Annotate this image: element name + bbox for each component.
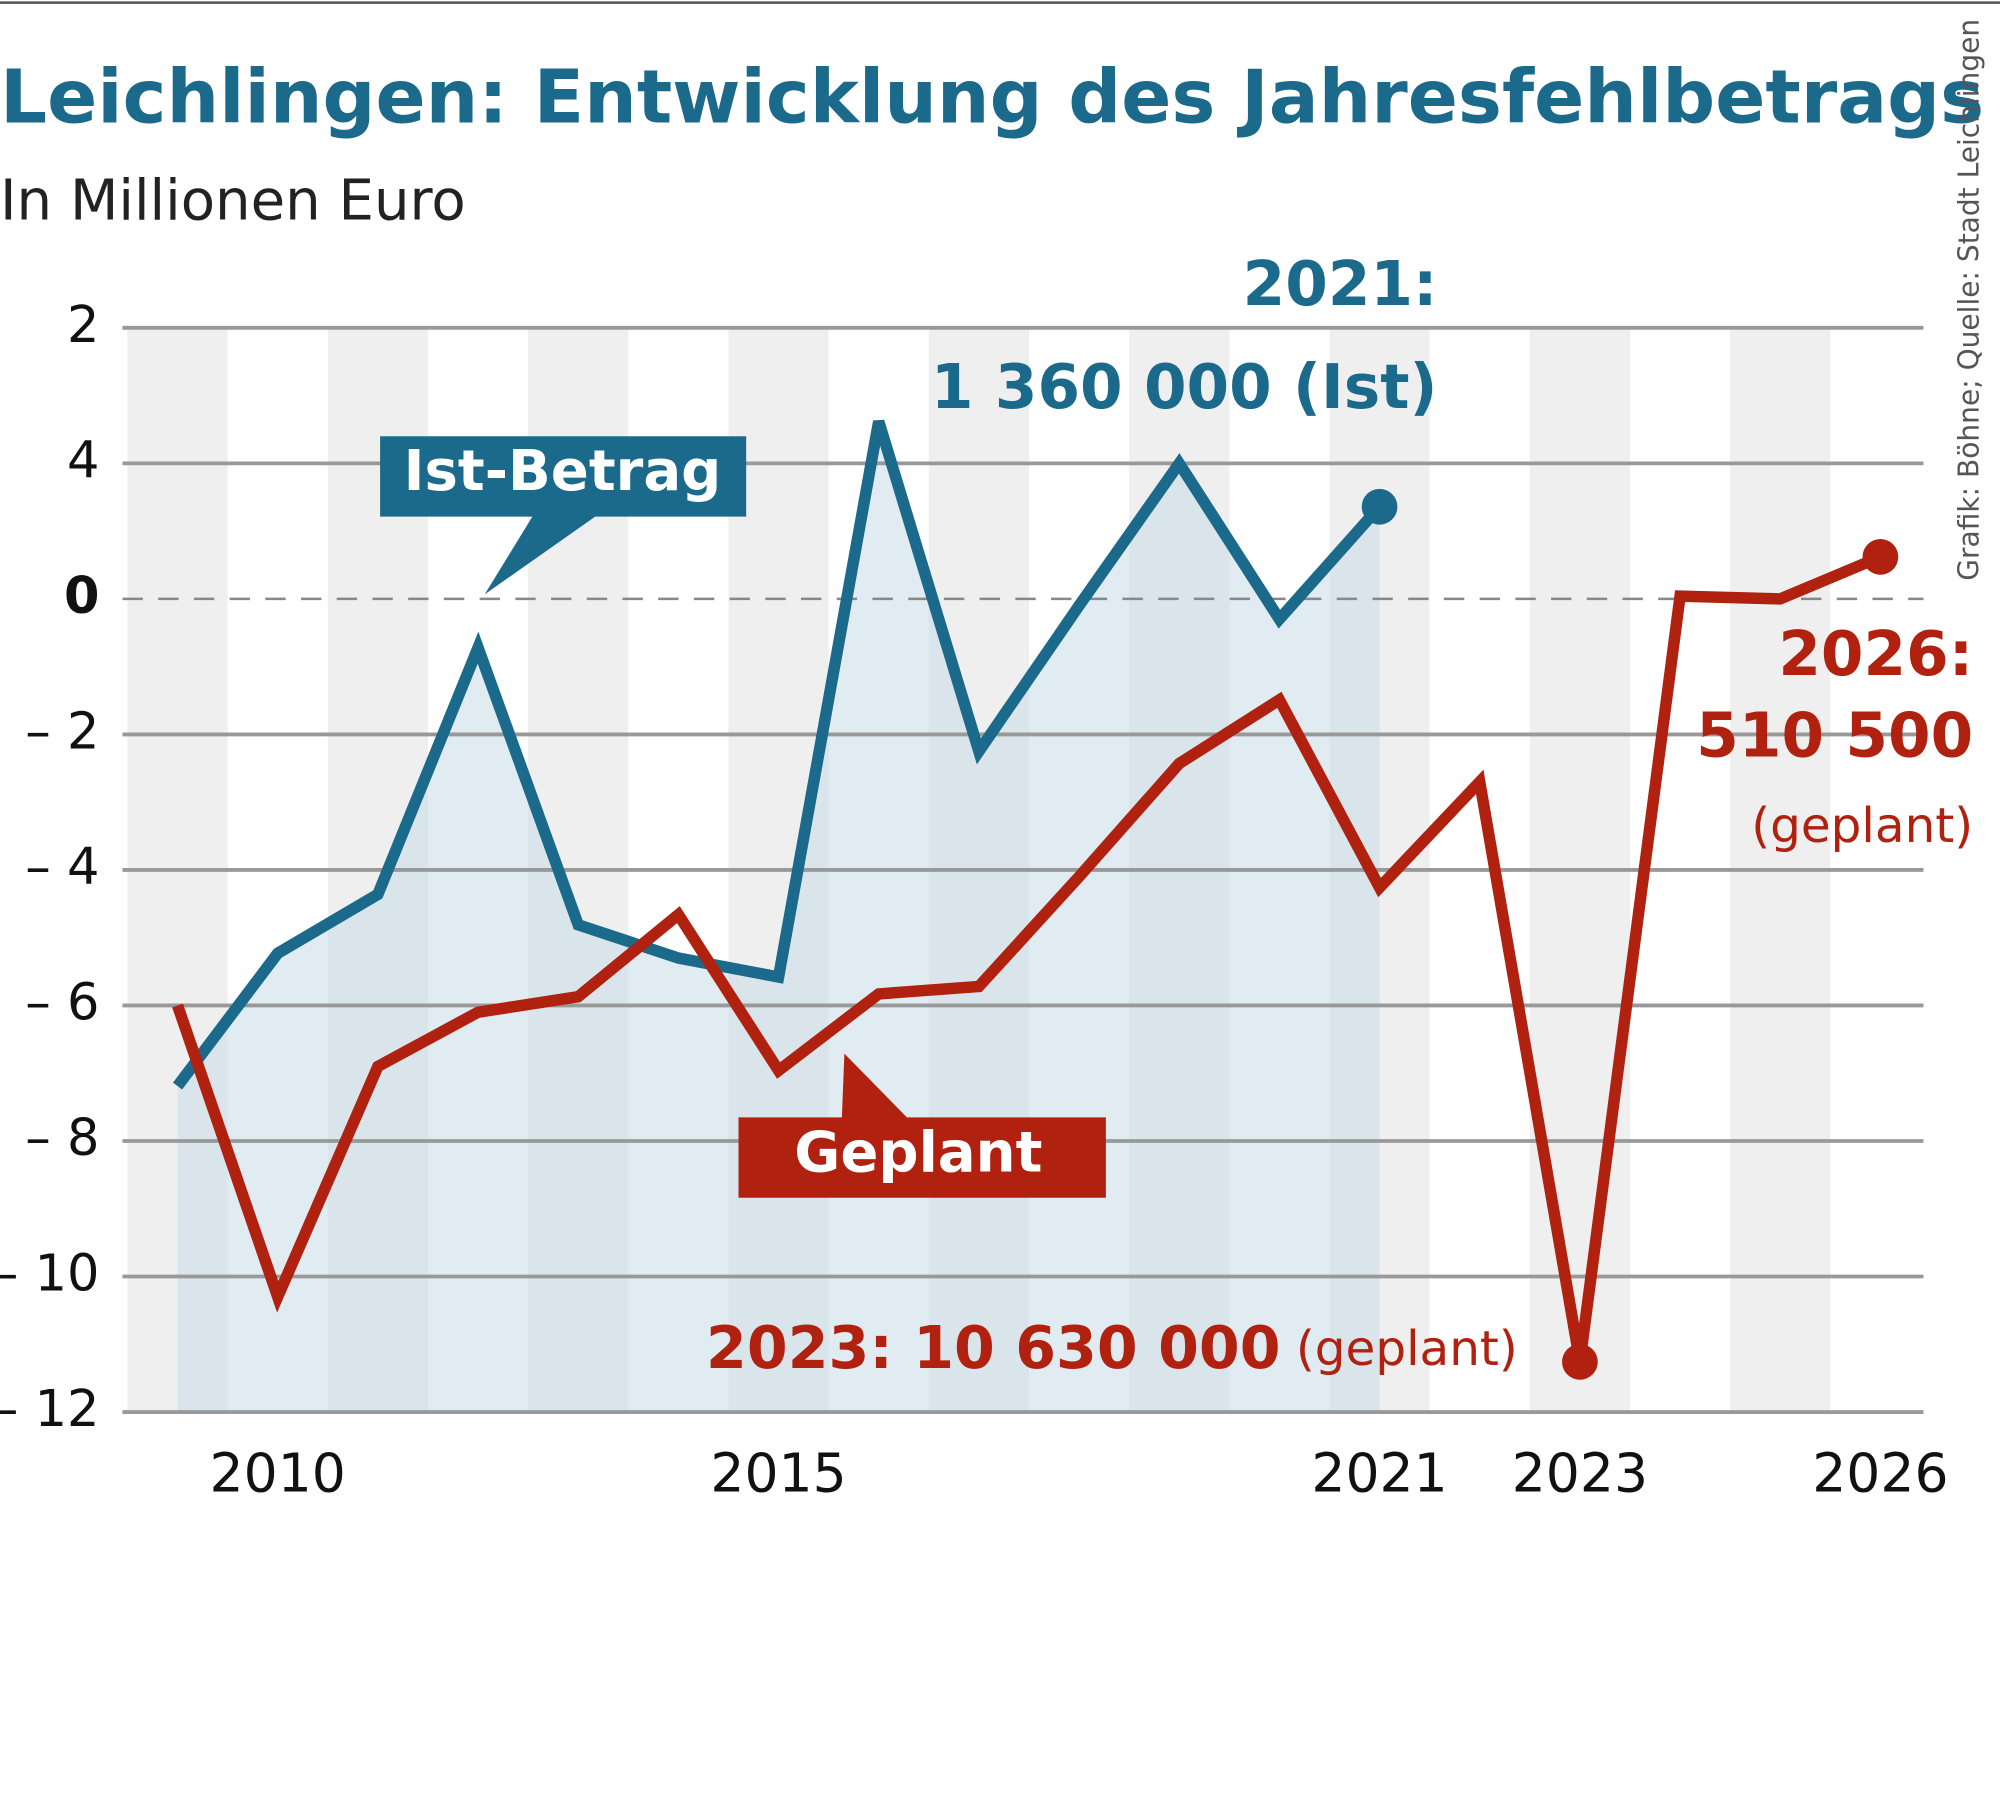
annotation: 510 500 <box>1696 700 1973 771</box>
x-tick-label: 2021 <box>1311 1442 1447 1505</box>
legend-label: Ist-Betrag <box>404 439 722 504</box>
y-tick-label: – 8 <box>25 1109 99 1168</box>
line <box>172 419 1384 1090</box>
x-tick-label: 2023 <box>1512 1442 1648 1505</box>
annotation-note: (geplant) <box>1296 1321 1518 1377</box>
y-tick-label: 0 <box>64 567 99 626</box>
legend-ist: Ist-Betrag <box>380 436 747 595</box>
y-tick-label: – 12 <box>0 1380 99 1439</box>
x-tick-label: 2026 <box>1812 1442 1948 1505</box>
chart-title: Leichlingen: Entwicklung des Jahresfehlb… <box>0 55 1984 141</box>
y-tick-label: 2 <box>67 296 99 355</box>
y-tick-label: 4 <box>67 431 99 490</box>
annotation: 2026: <box>1778 619 1973 690</box>
annotation: 2021: <box>1243 249 1438 320</box>
annotation: 2023: 10 630 000 <box>706 1314 1280 1382</box>
point <box>1361 488 1398 525</box>
annotation: 2023: 10 630 000 (geplant) <box>706 1314 1518 1382</box>
chart-subtitle: In Millionen Euro <box>0 169 466 234</box>
annotation-note: (geplant) <box>1751 798 1973 854</box>
x-tick-label: 2010 <box>210 1442 346 1505</box>
point <box>1862 539 1899 575</box>
legend-box <box>380 436 747 517</box>
line <box>172 551 1883 1363</box>
x-tick-label: 2015 <box>710 1442 846 1505</box>
legend-label: Geplant <box>794 1120 1042 1185</box>
y-tick-label: – 4 <box>25 838 99 897</box>
legend-pointer <box>841 1053 909 1119</box>
point <box>1562 1344 1598 1380</box>
y-tick-label: – 10 <box>0 1245 99 1304</box>
legend-geplant: Geplant <box>738 1053 1106 1198</box>
source: Grafik: Böhne; Quelle: Stadt Leichlingen <box>1953 19 1986 581</box>
legend-box <box>738 1117 1106 1198</box>
annotation: 1 360 000 (Ist) <box>931 352 1438 423</box>
y-tick-label: – 6 <box>25 973 99 1032</box>
y-tick-label: – 2 <box>25 702 99 761</box>
